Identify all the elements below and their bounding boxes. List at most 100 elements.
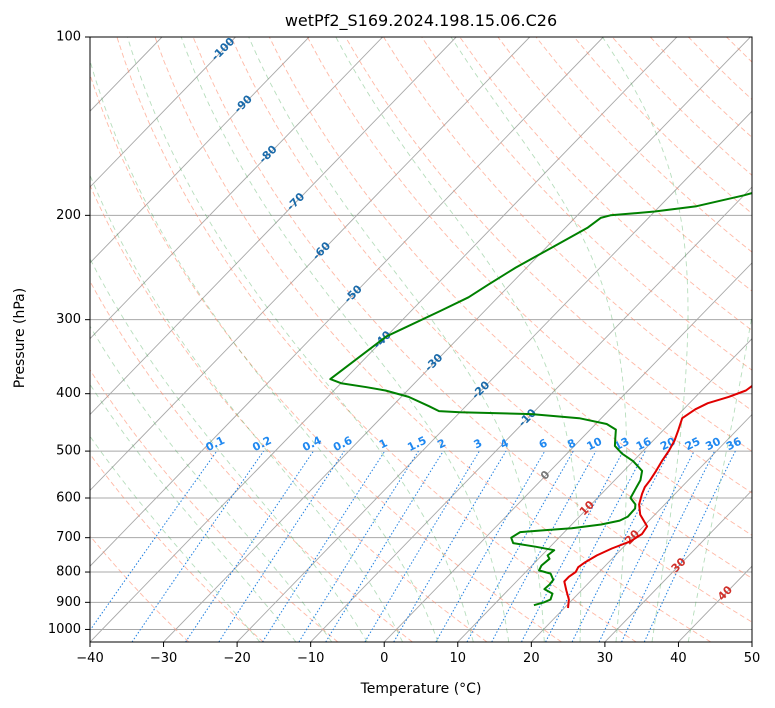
dry-adiabat [90, 184, 488, 642]
mixing-ratio-line [298, 450, 419, 642]
isotherm-line [163, 37, 751, 642]
dry-adiabat [90, 369, 339, 642]
dry-adiabat [649, 37, 752, 138]
y-tick-label: 500 [56, 444, 81, 459]
x-tick-label: 20 [523, 651, 540, 666]
mixing-ratio-line [643, 450, 736, 642]
mixing-ratio-label: 16 [634, 435, 654, 454]
mixing-ratio-line [545, 450, 646, 642]
moist-adiabat [127, 37, 474, 642]
isotherm-line [90, 37, 457, 416]
sounding-line [329, 191, 752, 607]
y-tick-label: 800 [56, 565, 81, 580]
isotherm-line [457, 338, 752, 642]
mixing-ratio-label: 20 [658, 435, 678, 454]
isotherm-line [383, 262, 752, 642]
mixing-ratio-label: 2 [435, 436, 448, 451]
y-tick-label: 600 [56, 491, 81, 506]
y-tick-label: 900 [56, 595, 81, 610]
mixing-ratio-line [491, 450, 597, 642]
dry-adiabat [90, 73, 562, 642]
mixing-ratio-label: 4 [498, 436, 511, 451]
y-tick-label: 1000 [48, 622, 81, 637]
mixing-ratio-line [262, 450, 386, 642]
mixing-ratio-line [325, 450, 444, 642]
mixing-ratio-label: 25 [683, 435, 702, 453]
dry-adiabat [90, 453, 264, 642]
mixing-ratio-label: 6 [537, 436, 550, 451]
y-tick-label: 300 [56, 312, 81, 327]
moist-adiabat [90, 257, 368, 642]
isotherm-line [531, 413, 752, 642]
moist-adiabat [90, 435, 261, 642]
x-tick-label: −30 [150, 651, 177, 666]
mixing-ratio-line [364, 450, 480, 642]
isotherm-line [90, 37, 236, 188]
moist-adiabat [90, 174, 404, 642]
dry-adiabat [765, 37, 775, 642]
y-tick-label: 400 [56, 386, 81, 401]
mixing-ratio-line [90, 450, 218, 632]
y-axis-title: Pressure (hPa) [12, 288, 28, 388]
x-tick-label: −20 [223, 651, 250, 666]
plot-clip-group: 0.1 0.2 0.4 0.6 1 1.5 2 3 4 6 8 10 13 16 20 25 30 36-100-… [90, 37, 775, 642]
moist-adiabat [450, 37, 628, 642]
mixing-ratio-label: 3 [472, 436, 485, 451]
dry-adiabat [90, 535, 190, 642]
chart-title: wetPf2_S169.2024.198.15.06.C26 [285, 11, 557, 31]
dry-adiabat [90, 280, 413, 642]
moist-adiabat [90, 383, 297, 642]
mixing-ratio-line [621, 450, 716, 642]
dry-adiabat [307, 37, 752, 494]
x-tick-label: 40 [670, 651, 687, 666]
moist-adiabat [602, 37, 689, 642]
isotherm-line [90, 37, 604, 567]
sounding-line [563, 384, 752, 609]
x-tick-label: 30 [597, 651, 614, 666]
isotherm-line [604, 489, 752, 642]
x-tick-label: 0 [380, 651, 388, 666]
y-tick-label: 700 [56, 530, 81, 545]
dry-adiabat [688, 37, 752, 101]
moist-adiabat [687, 312, 752, 642]
mixing-ratio-line [131, 450, 265, 642]
dry-adiabat [154, 37, 712, 642]
mixing-ratio-line [185, 450, 314, 642]
x-tick-label: 50 [744, 651, 761, 666]
isotherm-line [90, 37, 383, 340]
isotherm-line [90, 37, 310, 264]
moist-adiabat [180, 37, 510, 642]
x-tick-label: −10 [297, 651, 324, 666]
mixing-ratio-line [218, 450, 345, 642]
moist-adiabat [90, 325, 333, 642]
mixing-ratio-line [521, 450, 624, 642]
dry-adiabat [116, 37, 637, 642]
mixing-ratio-line [571, 450, 670, 642]
mixing-ratio-line [598, 450, 695, 642]
moist-adiabat [90, 59, 439, 642]
mixing-ratio-line [466, 450, 574, 642]
x-tick-label: 10 [450, 651, 467, 666]
mixing-ratio-label: 10 [585, 435, 605, 454]
axes: −40 −30 −20 −10 0 10 20 30 40 50 1000 900 800 700 600 5… [48, 30, 760, 667]
dry-adiabat [497, 37, 752, 292]
dry-adiabat [421, 37, 752, 371]
y-tick-label: 100 [56, 30, 81, 45]
dry-adiabat [268, 37, 752, 536]
dry-adiabat [230, 37, 752, 579]
isotherm-line [751, 641, 752, 642]
plot-frame [89, 36, 753, 643]
isotherm-line [236, 110, 752, 642]
mixing-ratio-label: 36 [724, 435, 744, 454]
dry-adiabat [192, 37, 752, 623]
dry-adiabat [535, 37, 752, 253]
x-axis-title: Temperature (°C) [360, 681, 482, 697]
moist-adiabat [248, 37, 545, 642]
dry-adiabat [383, 37, 752, 412]
dry-adiabat [459, 37, 752, 331]
y-tick-label: 200 [56, 208, 81, 223]
plot-area: 0.1 0.2 0.4 0.6 1 1.5 2 3 4 6 8 10 13 16 20 25 30 36-100-… [90, 37, 775, 642]
x-tick-label: −40 [76, 651, 103, 666]
mixing-ratio-label: 30 [703, 435, 723, 454]
